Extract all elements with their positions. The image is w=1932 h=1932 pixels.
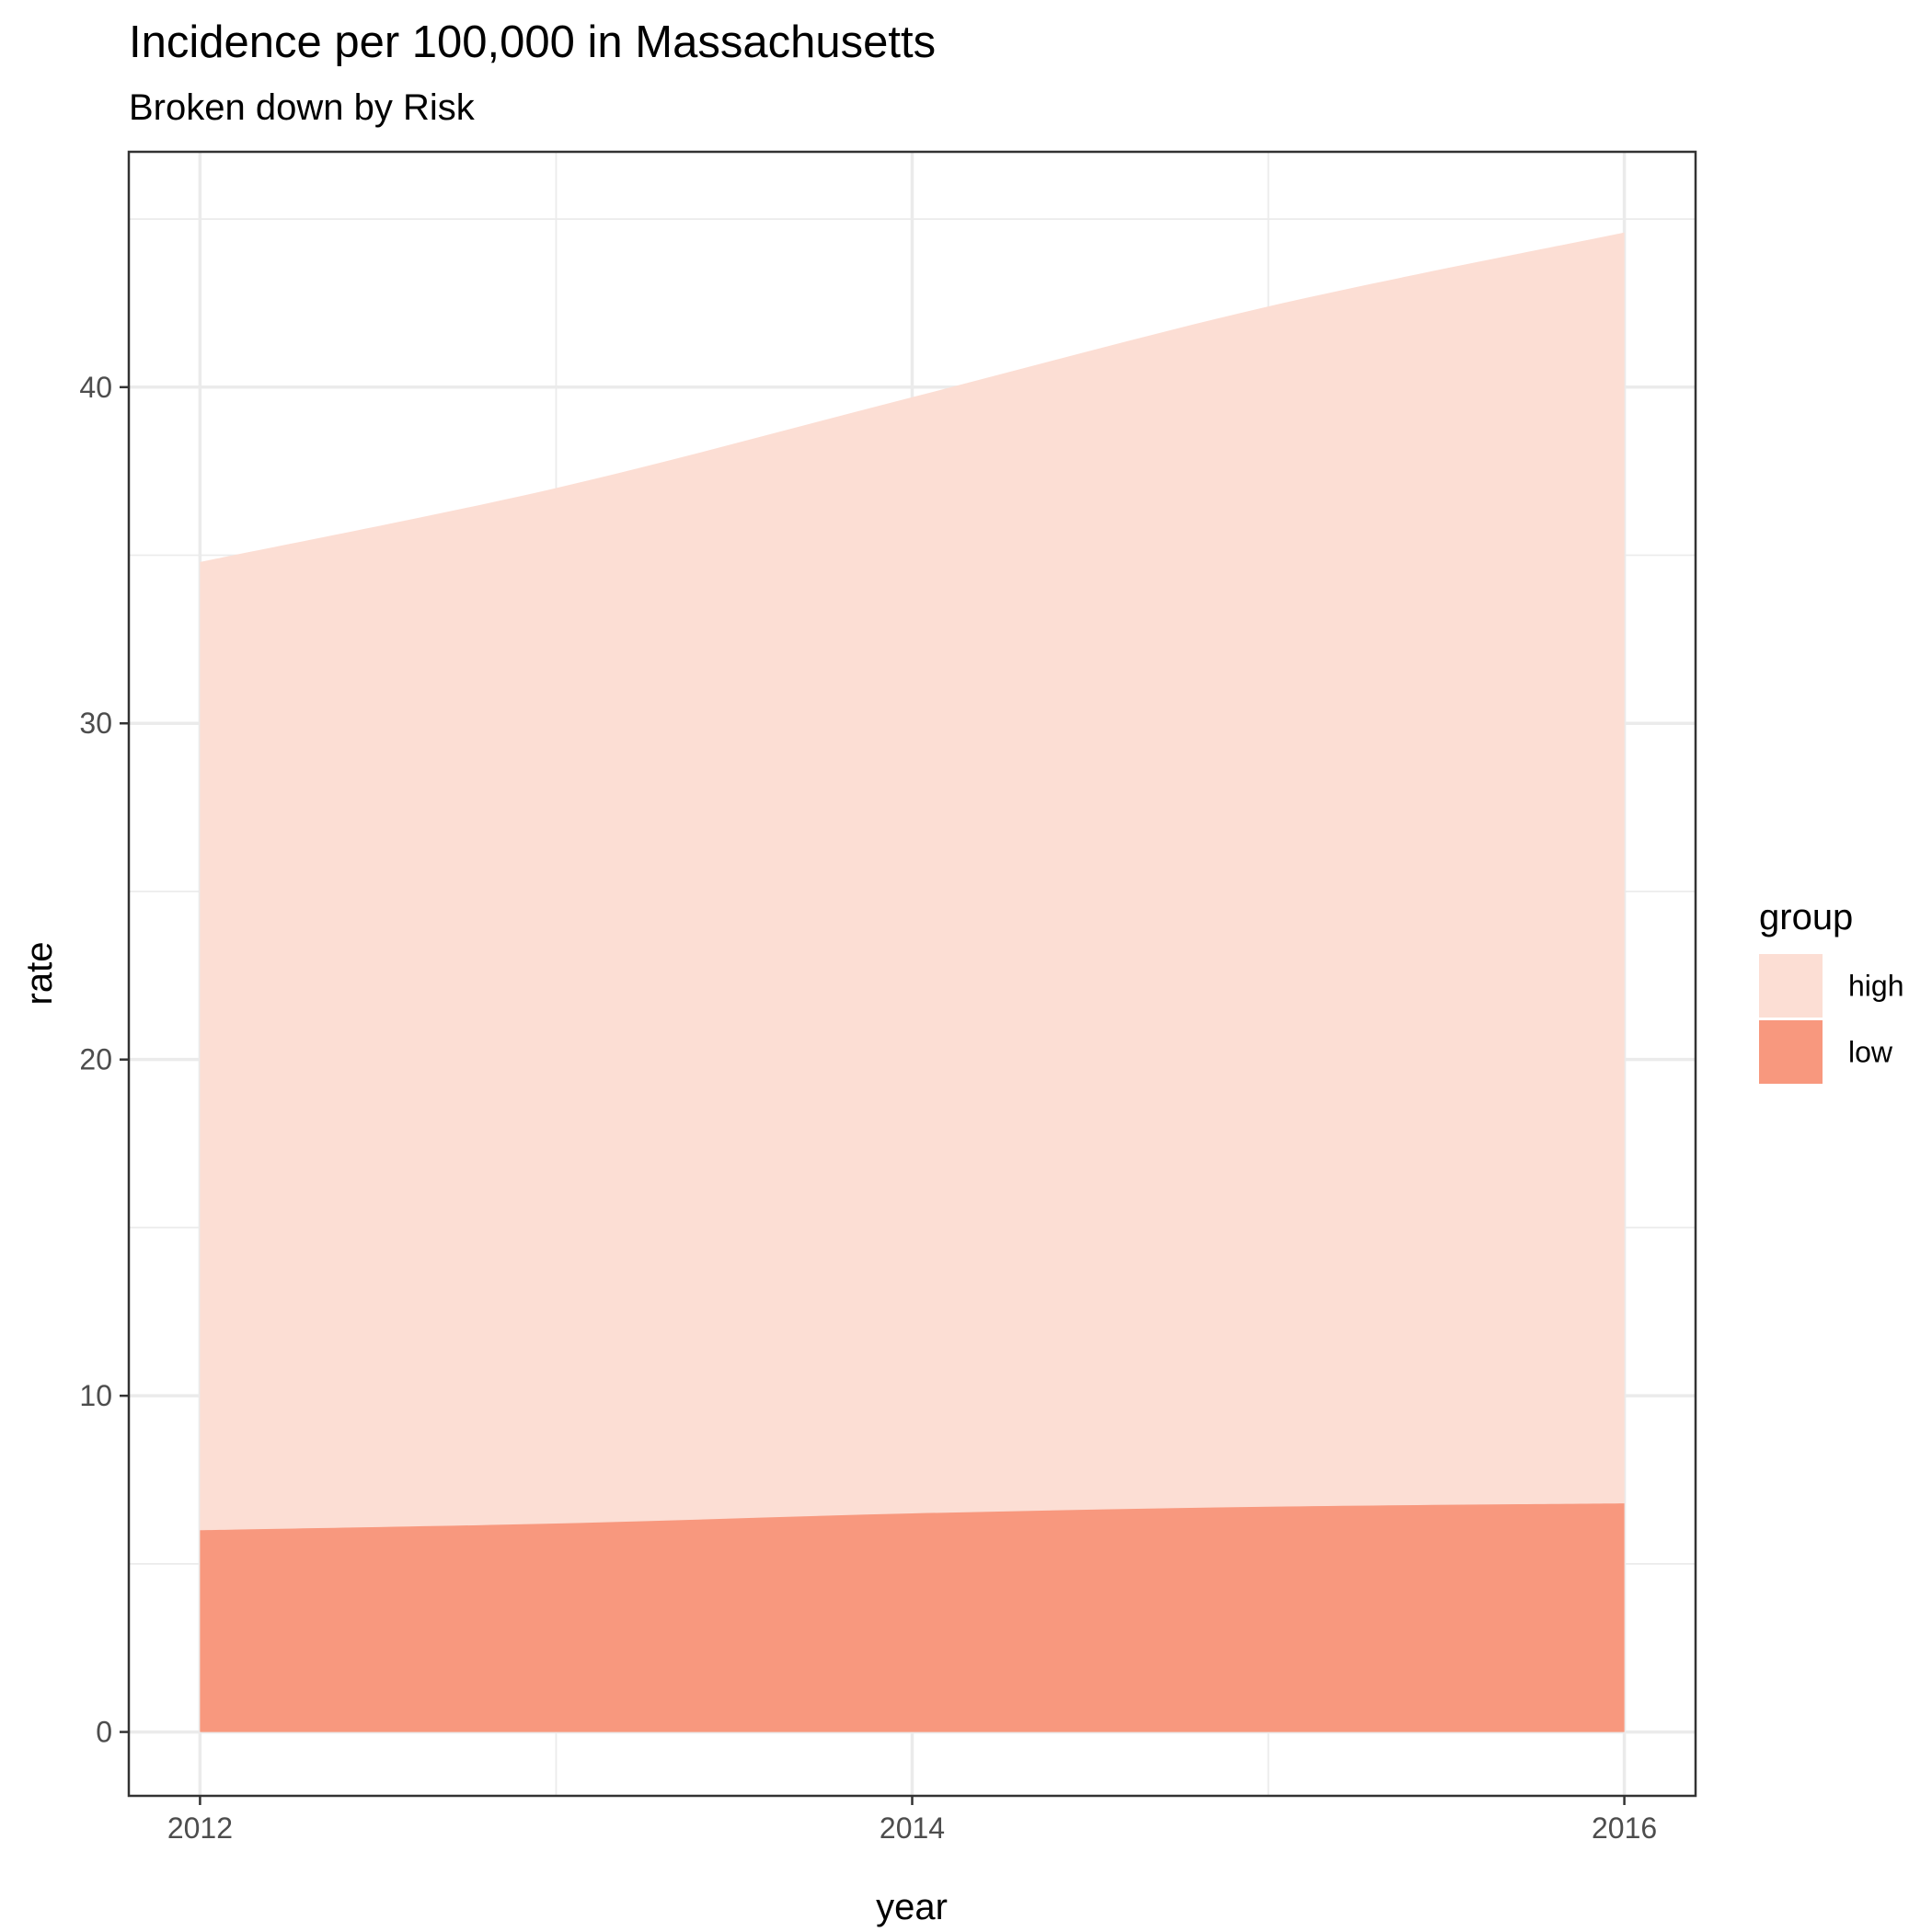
area-high [200, 232, 1625, 1732]
x-axis-title: year [876, 1887, 948, 1927]
y-tick-label: 0 [96, 1716, 112, 1749]
plot-panel [127, 150, 1697, 1798]
legend-key-low [1759, 1020, 1823, 1084]
chart-title: Incidence per 100,000 in Massachusetts [129, 17, 936, 67]
y-axis: 0 10 20 30 40 [79, 371, 129, 1749]
area-series [200, 232, 1625, 1732]
y-tick-label: 30 [79, 707, 112, 740]
y-axis-title: rate [19, 942, 60, 1006]
legend-label-low: low [1848, 1036, 1893, 1069]
y-tick-label: 10 [79, 1379, 112, 1412]
legend-key-high [1759, 954, 1823, 1018]
x-tick-label: 2012 [167, 1811, 233, 1845]
chart-subtitle: Broken down by Risk [129, 87, 476, 128]
legend: group high low [1759, 897, 1904, 1084]
x-axis: 2012 2014 2016 [167, 1796, 1657, 1845]
x-tick-label: 2016 [1592, 1811, 1657, 1845]
area-low [200, 1503, 1625, 1732]
x-tick-label: 2014 [880, 1811, 945, 1845]
legend-label-high: high [1848, 970, 1904, 1003]
y-tick-label: 20 [79, 1043, 112, 1076]
legend-items: high low [1759, 954, 1904, 1084]
legend-title: group [1759, 897, 1853, 937]
y-tick-label: 40 [79, 371, 112, 404]
